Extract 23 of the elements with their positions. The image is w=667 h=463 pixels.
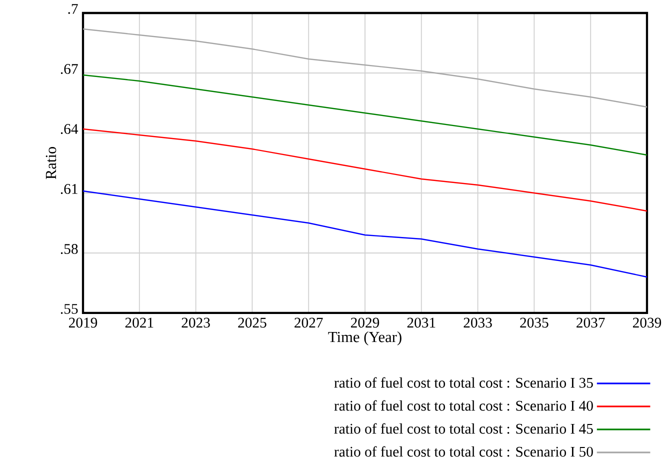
x-tick-label: 2035 [520,318,548,328]
x-tick-label: 2023 [182,318,210,328]
legend-label: ratio of fuel cost to total cost : Scenario I 40 [334,400,593,411]
x-tick-label: 2029 [350,318,380,328]
x-tick-label: 2021 [125,318,154,328]
y-tick-label: .55 [60,304,78,314]
x-tick-label: 2039 [632,318,662,328]
y-tick-label: .7 [68,4,78,14]
y-tick-label: .67 [60,64,78,74]
legend-label: ratio of fuel cost to total cost : Scenario I 35 [334,377,593,388]
x-tick-label: 2033 [464,318,492,328]
legend-label: ratio of fuel cost to total cost : Scenario I 50 [334,446,593,457]
y-tick-label: .58 [60,244,78,254]
legend-label: ratio of fuel cost to total cost : Scenario I 45 [334,423,593,434]
x-axis-title: Time (Year) [328,331,402,346]
x-tick-label: 2037 [576,318,605,328]
x-tick-label: 2025 [238,318,266,328]
x-tick-label: 2031 [407,318,436,328]
x-tick-label: 2027 [294,318,323,328]
y-tick-label: .64 [60,124,78,134]
y-tick-label: .61 [60,184,78,194]
x-tick-label: 2019 [68,318,98,328]
y-axis-title: Ratio [46,146,56,180]
